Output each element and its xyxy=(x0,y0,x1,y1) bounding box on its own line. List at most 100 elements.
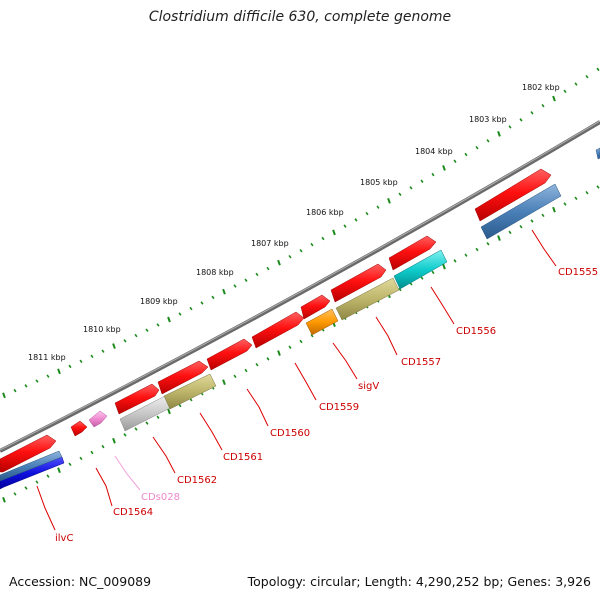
scale-label-1809: 1809 kbp xyxy=(140,297,178,306)
outer-scale-tick xyxy=(443,165,445,170)
inner-scale-tick xyxy=(487,243,489,246)
label-cd1556[interactable]: CD1556 xyxy=(456,326,496,337)
inner-scale-tick xyxy=(58,468,60,473)
inner-scale-tick xyxy=(498,236,500,241)
leader-cd1561 xyxy=(200,413,222,450)
outer-scale-tick xyxy=(454,160,456,163)
leader-cd1559 xyxy=(295,363,316,400)
genome-map: 1811 kbp 1810 kbp 1809 kbp 1808 kbp 1807… xyxy=(0,0,600,600)
outer-scale-tick xyxy=(168,317,170,322)
outer-scale-tick xyxy=(377,206,379,209)
label-cd1557[interactable]: CD1557 xyxy=(401,357,441,368)
outer-scale-tick xyxy=(542,104,544,107)
outer-scale-tick xyxy=(564,90,566,93)
inner-scale-tick xyxy=(234,375,236,378)
feature-arrow-small-red[interactable] xyxy=(71,421,87,436)
leader-cd1555 xyxy=(532,230,556,266)
outer-scale-tick xyxy=(201,302,203,305)
inner-scale-tick xyxy=(146,422,148,425)
outer-scale-tick xyxy=(487,140,489,143)
inner-scale-tick xyxy=(586,191,588,194)
outer-scale-tick xyxy=(278,260,280,265)
leader-sigv xyxy=(333,343,357,379)
inner-scale-tick xyxy=(531,220,533,223)
topology-text: Topology: circular; Length: 4,290,252 bp… xyxy=(248,574,591,589)
scale-label-1807: 1807 kbp xyxy=(251,239,289,248)
outer-scale-tick xyxy=(355,219,357,222)
label-cd1559[interactable]: CD1559 xyxy=(319,402,359,413)
outer-scale-tick xyxy=(421,180,423,183)
outer-scale-tick xyxy=(366,212,368,215)
label-ilvc[interactable]: ilvC xyxy=(55,533,73,544)
forward-strand-features xyxy=(0,169,551,472)
accession-text: Accession: NC_009089 xyxy=(9,574,151,589)
scale-label-1803: 1803 kbp xyxy=(469,115,507,124)
outer-scale-tick xyxy=(256,273,258,276)
feature-arrow-cds028[interactable] xyxy=(89,411,107,427)
outer-scale-tick xyxy=(190,307,192,310)
inner-scale-tick xyxy=(25,487,27,490)
inner-scale-tick xyxy=(113,438,115,443)
outer-scale-tick xyxy=(58,369,60,374)
outer-scale-tick xyxy=(465,153,467,156)
scale-label-1810: 1810 kbp xyxy=(83,325,121,334)
inner-scale-tick xyxy=(289,346,291,349)
inner-scale-tick xyxy=(476,248,478,251)
outer-scale-tick xyxy=(531,112,533,115)
outer-scale-tick xyxy=(410,187,412,190)
label-cd1561[interactable]: CD1561 xyxy=(223,452,263,463)
inner-scale-tick xyxy=(542,214,544,217)
inner-scale-tick xyxy=(432,271,434,274)
inner-scale-tick xyxy=(168,409,170,414)
leader-cd1556 xyxy=(431,287,454,324)
label-cd1564[interactable]: CD1564 xyxy=(113,507,153,518)
outer-scale-tick xyxy=(3,393,5,398)
label-cd1562[interactable]: CD1562 xyxy=(177,475,217,486)
inner-scale-tick xyxy=(421,277,423,280)
outer-scale-tick xyxy=(113,344,115,349)
outer-scale-tick xyxy=(553,96,555,101)
inner-scale-tick xyxy=(278,351,280,356)
inner-scale-tick xyxy=(564,203,566,206)
label-sigv[interactable]: sigV xyxy=(358,381,379,392)
outer-scale-tick xyxy=(223,289,225,294)
feature-arrow-cd1560[interactable] xyxy=(207,339,252,370)
outer-scale-tick xyxy=(344,225,346,228)
outer-scale-tick xyxy=(245,279,247,282)
label-cd1555[interactable]: CD1555 xyxy=(558,267,598,278)
scale-label-1806: 1806 kbp xyxy=(306,208,344,217)
inner-scale-tick xyxy=(443,264,445,269)
outer-scale-tick xyxy=(586,75,588,78)
inner-scale-tick xyxy=(157,416,159,419)
scale-label-1805: 1805 kbp xyxy=(360,178,398,187)
outer-scale-tick xyxy=(234,285,236,288)
inner-scale-tick xyxy=(47,475,49,478)
inner-scale-tick xyxy=(91,451,93,454)
outer-scale-tick xyxy=(399,193,401,196)
label-cds028[interactable]: CDs028 xyxy=(141,492,180,503)
inner-scale-tick xyxy=(575,197,577,200)
inner-scale-tick xyxy=(179,404,181,407)
outer-scale-tick xyxy=(311,243,313,246)
inner-scale-tick xyxy=(3,497,5,502)
outer-scale-tick xyxy=(91,355,93,358)
scale-label-1804: 1804 kbp xyxy=(415,147,453,156)
inner-scale-tick xyxy=(256,363,258,366)
inner-scale-tick xyxy=(245,369,247,372)
outer-scale-tick xyxy=(102,350,104,353)
inner-scale-tick xyxy=(509,231,511,234)
inner-scale-tick xyxy=(520,225,522,228)
leader-cds028 xyxy=(115,456,140,490)
inner-scale-tick xyxy=(300,340,302,343)
label-cd1560[interactable]: CD1560 xyxy=(270,428,310,439)
outer-scale-tick xyxy=(498,131,500,136)
inner-scale-ticks xyxy=(3,186,599,503)
inner-scale-tick xyxy=(135,428,137,431)
inner-scale-tick xyxy=(553,207,555,212)
leader-cd1562 xyxy=(153,437,175,473)
outer-scale-tick xyxy=(80,360,82,363)
outer-scale-tick xyxy=(69,365,71,368)
category-bar-steelblue-edge[interactable] xyxy=(596,148,600,159)
outer-scale-tick xyxy=(322,237,324,240)
outer-scale-tick xyxy=(509,126,511,129)
